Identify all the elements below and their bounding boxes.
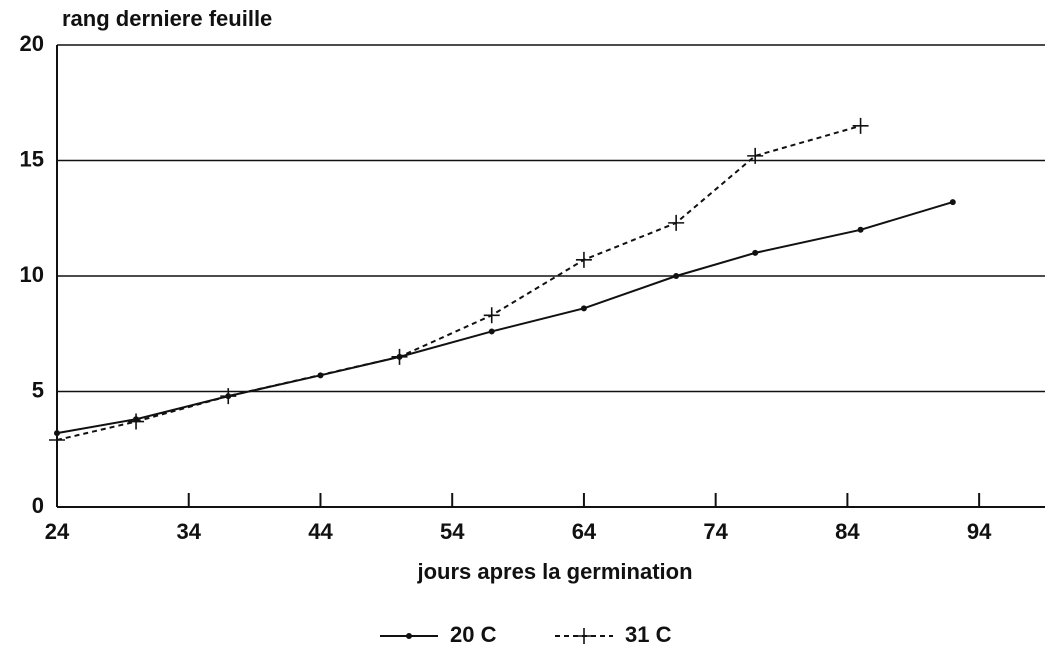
point: [49, 432, 65, 449]
legend-marker: [406, 633, 412, 639]
point: [752, 249, 759, 256]
legend-label: 20 C: [450, 622, 497, 647]
y-tick-label: 15: [20, 146, 44, 171]
point: [391, 348, 408, 365]
y-axis-label: rang derniere feuille: [62, 6, 272, 31]
point: [673, 273, 680, 279]
series-line: [56, 124, 861, 441]
point: [488, 328, 495, 335]
point: [575, 251, 592, 268]
point: [220, 388, 237, 405]
x-tick-label: 24: [45, 519, 70, 544]
y-tick-label: 20: [20, 31, 44, 56]
x-tick-label: 74: [703, 519, 728, 544]
point: [483, 307, 500, 324]
x-tick-label: 34: [176, 519, 201, 544]
x-tick-label: 54: [440, 519, 465, 544]
x-tick-label: 84: [835, 519, 860, 544]
y-tick-label: 5: [32, 377, 44, 402]
y-tick-label: 0: [32, 493, 44, 518]
point: [852, 117, 869, 134]
series-line: [56, 201, 954, 435]
x-tick-label: 64: [572, 519, 597, 544]
x-tick-label: 94: [967, 519, 992, 544]
point: [747, 147, 764, 164]
legend-marker: [576, 628, 592, 644]
y-tick-label: 10: [20, 262, 44, 287]
point: [668, 214, 685, 231]
point: [128, 413, 145, 430]
point: [949, 199, 956, 206]
point: [580, 305, 587, 312]
x-axis-label: jours apres la germination: [416, 559, 692, 584]
point: [857, 226, 864, 233]
legend-label: 31 C: [625, 622, 672, 647]
x-tick-label: 44: [308, 519, 333, 544]
